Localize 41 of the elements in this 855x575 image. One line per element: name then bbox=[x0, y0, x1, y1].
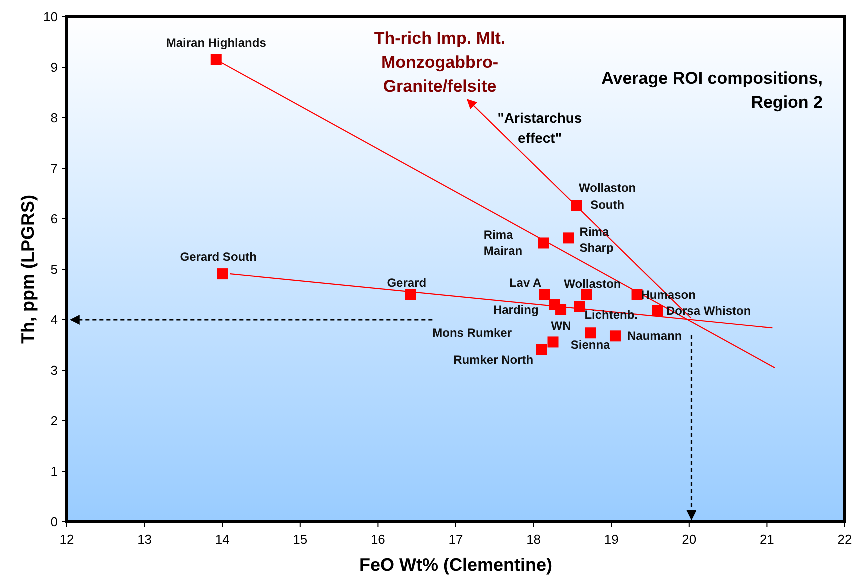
y-tick-label: 9 bbox=[50, 60, 58, 75]
x-tick-label: 20 bbox=[682, 532, 697, 547]
y-tick-label: 4 bbox=[50, 312, 58, 328]
y-tick-label: 6 bbox=[50, 212, 58, 226]
annotation: Gerard South bbox=[180, 250, 257, 264]
y-tick-label: 2 bbox=[50, 414, 58, 428]
y-tick-label: 8 bbox=[50, 110, 58, 126]
annotation: Wollaston bbox=[564, 276, 622, 291]
y-axis-title: Th, ppm (LPGRS) bbox=[18, 195, 38, 344]
x-tick-label: 12 bbox=[60, 532, 74, 547]
y-tick-label: 7 bbox=[50, 161, 58, 176]
x-tick-label: 17 bbox=[448, 532, 464, 547]
annotation: Lichtenb. bbox=[584, 308, 638, 322]
annotation: Wollaston South bbox=[579, 180, 636, 212]
annotation: "Aristarchus effect" bbox=[498, 110, 582, 146]
x-tick-label: 21 bbox=[760, 532, 774, 547]
annotation: Gerard bbox=[387, 276, 427, 290]
x-tick-label: 19 bbox=[604, 532, 619, 547]
y-tick-label: 0 bbox=[50, 514, 58, 530]
annotation: Sienna bbox=[570, 338, 611, 352]
x-axis-title: FeO Wt% (Clementine) bbox=[359, 555, 553, 575]
annotation: Rima Mairan bbox=[484, 228, 523, 258]
annotation: WN bbox=[551, 319, 572, 334]
x-tick-label: 15 bbox=[293, 532, 308, 547]
annotation: Rumker North bbox=[454, 352, 534, 367]
annotation: Naumann bbox=[627, 329, 682, 344]
x-tick-label: 22 bbox=[838, 532, 852, 547]
x-tick-label: 18 bbox=[526, 532, 542, 547]
y-tick-label: 1 bbox=[50, 464, 58, 479]
text: Average ROI compositions, Region 2 bbox=[602, 69, 823, 112]
y-tick-label: 5 bbox=[50, 262, 58, 277]
annotation: Mairan Highlands bbox=[166, 36, 267, 50]
x-tick-label: 16 bbox=[370, 532, 386, 547]
annotation: Th-rich Imp. Mlt. Monzogabbro- Granite/felsite bbox=[374, 29, 506, 96]
annotation: Lav A bbox=[509, 276, 542, 290]
x-tick-label: 13 bbox=[138, 532, 152, 547]
y-tick-label: 3 bbox=[50, 363, 58, 378]
x-tick-label: 14 bbox=[215, 532, 230, 547]
annotation: Harding bbox=[493, 302, 539, 317]
annotation: Mons Rumker bbox=[432, 326, 512, 340]
y-tick-label: 10 bbox=[44, 10, 58, 24]
